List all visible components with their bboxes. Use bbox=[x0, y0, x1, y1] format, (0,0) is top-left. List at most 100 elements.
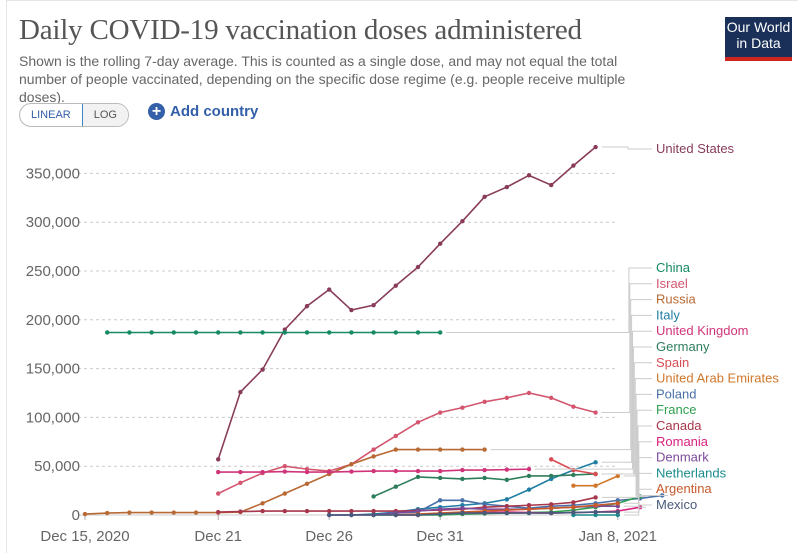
series-line-canada bbox=[218, 496, 596, 513]
x-tick-label: Dec 31 bbox=[416, 528, 464, 545]
data-point bbox=[526, 466, 532, 472]
data-point bbox=[438, 468, 443, 474]
data-point bbox=[615, 509, 620, 515]
data-point bbox=[482, 399, 487, 404]
data-point bbox=[371, 302, 376, 308]
series-line-israel bbox=[217, 392, 596, 495]
owid-logo[interactable]: Our World in Data bbox=[725, 17, 792, 61]
data-point bbox=[371, 447, 376, 452]
data-point bbox=[482, 194, 487, 200]
data-point bbox=[393, 433, 398, 439]
data-point bbox=[549, 457, 554, 462]
logo-line2: in Data bbox=[736, 35, 781, 51]
label-connector bbox=[446, 267, 652, 333]
data-point bbox=[349, 469, 354, 474]
data-point bbox=[393, 283, 398, 288]
data-point bbox=[327, 469, 332, 475]
data-point bbox=[504, 184, 509, 190]
data-point bbox=[260, 330, 265, 335]
data-point bbox=[349, 307, 354, 313]
chart-frame bbox=[6, 0, 798, 553]
data-point bbox=[593, 495, 598, 500]
data-point bbox=[216, 491, 221, 496]
data-point bbox=[371, 330, 376, 335]
data-point bbox=[571, 404, 576, 409]
data-point bbox=[371, 454, 376, 459]
data-point bbox=[438, 511, 443, 517]
data-point bbox=[349, 462, 354, 467]
data-point bbox=[549, 502, 554, 507]
data-point bbox=[593, 460, 598, 465]
data-point bbox=[526, 506, 532, 512]
data-point bbox=[327, 330, 332, 335]
label-connector bbox=[636, 409, 652, 497]
data-point bbox=[393, 512, 398, 518]
data-point bbox=[149, 510, 154, 515]
data-point bbox=[393, 447, 398, 452]
y-tick-label: 150,000 bbox=[26, 361, 80, 378]
data-point bbox=[216, 330, 221, 335]
log-scale-button[interactable]: LOG bbox=[82, 104, 128, 126]
scale-toggle: LINEAR LOG bbox=[19, 103, 129, 127]
data-point bbox=[438, 498, 443, 503]
data-point bbox=[504, 477, 509, 483]
data-point bbox=[260, 508, 265, 514]
series-label: Denmark bbox=[656, 450, 709, 465]
data-point bbox=[460, 476, 465, 482]
label-connector bbox=[601, 283, 652, 414]
series-label: Mexico bbox=[656, 497, 697, 512]
data-point bbox=[193, 330, 199, 335]
data-point bbox=[571, 472, 576, 478]
data-point bbox=[549, 510, 554, 516]
series-label: Germany bbox=[656, 339, 710, 354]
data-point bbox=[415, 468, 421, 474]
data-point bbox=[593, 410, 598, 415]
data-point bbox=[593, 483, 598, 488]
data-point bbox=[282, 508, 287, 514]
data-point bbox=[593, 509, 598, 515]
data-point bbox=[438, 475, 443, 481]
data-point bbox=[460, 447, 465, 452]
data-point bbox=[438, 447, 443, 452]
data-point bbox=[549, 473, 554, 479]
data-point bbox=[504, 395, 509, 401]
add-country-label: Add country bbox=[170, 103, 259, 120]
data-point bbox=[482, 447, 487, 452]
data-point bbox=[504, 497, 509, 502]
data-point bbox=[460, 405, 465, 410]
series-label: United Arab Emirates bbox=[656, 371, 779, 386]
data-point bbox=[393, 330, 398, 335]
series-label: Argentina bbox=[656, 481, 712, 496]
data-point bbox=[238, 469, 243, 475]
data-point bbox=[460, 498, 465, 503]
label-connector bbox=[601, 146, 652, 150]
data-point bbox=[549, 505, 554, 511]
data-point bbox=[393, 484, 398, 489]
label-connector bbox=[623, 378, 652, 477]
x-tick-label: Jan 8, 2021 bbox=[579, 528, 657, 545]
data-point bbox=[371, 508, 376, 514]
series-label: United States bbox=[656, 141, 735, 156]
add-country-button[interactable]: + Add country bbox=[148, 103, 258, 120]
data-point bbox=[327, 508, 332, 514]
series-label: Canada bbox=[656, 418, 702, 433]
data-point bbox=[216, 457, 221, 462]
data-point bbox=[571, 510, 576, 515]
data-point bbox=[438, 330, 443, 335]
data-point bbox=[304, 469, 310, 475]
data-point bbox=[571, 500, 576, 505]
series-label: Italy bbox=[656, 307, 680, 322]
data-point bbox=[127, 330, 132, 335]
data-point bbox=[327, 512, 332, 518]
chart-title: Daily COVID-19 vaccination doses adminis… bbox=[19, 14, 582, 46]
label-connector bbox=[623, 504, 652, 513]
data-point bbox=[304, 481, 310, 486]
series-label: Spain bbox=[656, 355, 689, 370]
data-point bbox=[349, 512, 354, 518]
data-point bbox=[238, 480, 243, 485]
data-point bbox=[282, 469, 287, 474]
series-label: France bbox=[656, 402, 696, 417]
data-point bbox=[415, 474, 421, 480]
data-point bbox=[216, 469, 221, 475]
linear-scale-button[interactable]: LINEAR bbox=[19, 104, 83, 126]
